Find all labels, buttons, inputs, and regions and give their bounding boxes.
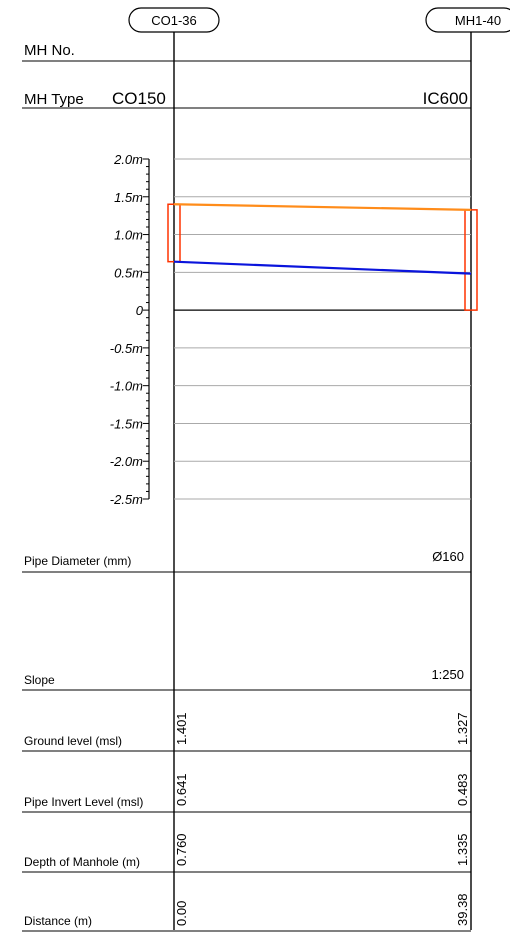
distance-start: 0.00 (174, 901, 189, 926)
manhole-tag-start[interactable]: CO1-36 (128, 7, 220, 33)
elevation-axis: 2.0m 1.5m 1.0m 0.5m 0 -0.5m -1.0m -1.5m -2.0m -2.… (110, 152, 150, 507)
manhole-tag-end[interactable]: MH1-40 (425, 7, 510, 33)
ground-level-line (173, 203, 472, 211)
ground-level-end: 1.327 (455, 712, 470, 745)
depth-end: 1.335 (455, 833, 470, 866)
mh-type-label: MH Type (24, 91, 84, 108)
distance-end: 39.38 (455, 893, 470, 926)
pipe-invert-start: 0.641 (174, 773, 189, 806)
mh-no-label: MH No. (24, 42, 75, 59)
depth-label: Depth of Manhole (m) (24, 855, 140, 869)
tick-label: 1.5m (114, 190, 143, 205)
tick-label: 0.5m (114, 265, 143, 280)
depth-start: 0.760 (174, 833, 189, 866)
tick-label: -1.5m (110, 416, 143, 431)
tick-label: -2.0m (110, 454, 143, 469)
tick-label: 0 (136, 303, 144, 318)
ground-level-start: 1.401 (174, 712, 189, 745)
ground-level-label: Ground level (msl) (24, 734, 122, 748)
tick-label: -1.0m (110, 379, 143, 394)
pipe-invert-line (173, 260, 472, 275)
pipe-invert-label: Pipe Invert Level (msl) (24, 795, 143, 809)
mh-type-end: IC600 (423, 89, 468, 108)
tick-label: 2.0m (113, 152, 143, 167)
elevation-profile (167, 203, 478, 311)
slope-value: 1:250 (431, 667, 464, 682)
distance-label: Distance (m) (24, 914, 92, 928)
mh-type-start: CO150 (112, 89, 166, 108)
pipe-diameter-value: Ø160 (432, 549, 464, 564)
pipe-diameter-label: Pipe Diameter (mm) (24, 554, 131, 568)
manhole-id-end: MH1-40 (455, 13, 501, 28)
pipe-invert-end: 0.483 (455, 773, 470, 806)
tick-label: -2.5m (110, 492, 143, 507)
manhole-id-start: CO1-36 (151, 13, 197, 28)
tick-label: 1.0m (114, 228, 143, 243)
tick-label: -0.5m (110, 341, 143, 356)
slope-label: Slope (24, 673, 55, 687)
